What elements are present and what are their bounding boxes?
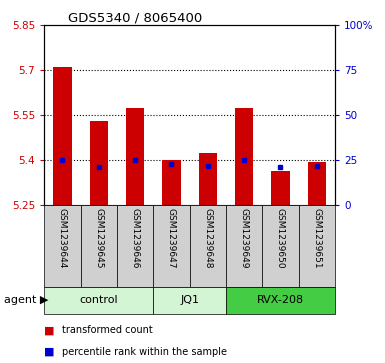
Text: GSM1239645: GSM1239645 — [94, 208, 103, 268]
Bar — [271, 171, 290, 205]
Text: GSM1239651: GSM1239651 — [312, 208, 321, 268]
FancyBboxPatch shape — [226, 205, 262, 287]
Text: GSM1239650: GSM1239650 — [276, 208, 285, 268]
Text: GSM1239649: GSM1239649 — [239, 208, 249, 268]
Text: GSM1239646: GSM1239646 — [131, 208, 140, 268]
Bar — [162, 160, 181, 205]
Bar — [54, 67, 72, 205]
Text: GSM1239644: GSM1239644 — [58, 208, 67, 268]
FancyBboxPatch shape — [153, 287, 226, 314]
FancyBboxPatch shape — [44, 205, 80, 287]
Bar — [126, 108, 144, 205]
Text: percentile rank within the sample: percentile rank within the sample — [62, 347, 227, 357]
Text: JQ1: JQ1 — [180, 295, 199, 305]
FancyBboxPatch shape — [190, 205, 226, 287]
Text: GDS5340 / 8065400: GDS5340 / 8065400 — [67, 11, 202, 24]
Text: GSM1239647: GSM1239647 — [167, 208, 176, 268]
Text: ■: ■ — [44, 325, 55, 335]
FancyBboxPatch shape — [299, 205, 335, 287]
Text: control: control — [79, 295, 118, 305]
FancyBboxPatch shape — [117, 205, 153, 287]
FancyBboxPatch shape — [80, 205, 117, 287]
Bar — [308, 162, 326, 205]
Text: agent ▶: agent ▶ — [4, 295, 48, 305]
Bar — [199, 153, 217, 205]
Text: transformed count: transformed count — [62, 325, 152, 335]
FancyBboxPatch shape — [262, 205, 299, 287]
FancyBboxPatch shape — [44, 287, 153, 314]
Text: RVX-208: RVX-208 — [257, 295, 304, 305]
FancyBboxPatch shape — [226, 287, 335, 314]
Bar — [235, 108, 253, 205]
Bar — [90, 121, 108, 205]
FancyBboxPatch shape — [153, 205, 190, 287]
Text: GSM1239648: GSM1239648 — [203, 208, 212, 268]
Text: ■: ■ — [44, 347, 55, 357]
